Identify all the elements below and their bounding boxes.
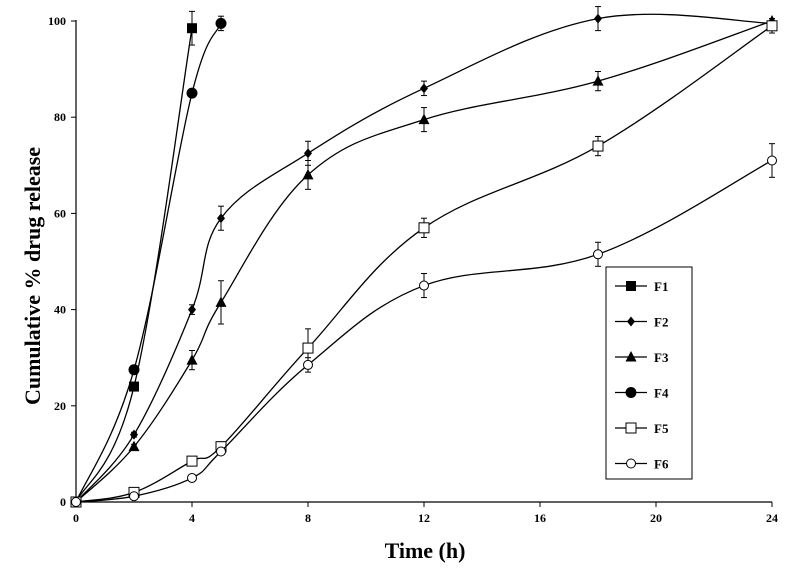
data-point-f3 [592, 75, 604, 86]
data-point-f6 [187, 472, 197, 483]
data-point-f2 [188, 304, 196, 315]
y-axis-title: Cumulative % drug release [20, 147, 45, 405]
series-line-f4 [75, 23, 222, 503]
series-layer [70, 6, 778, 508]
ticks: 0 4 8 12 16 20 24 0 20 40 60 80 100 [48, 14, 778, 525]
data-point-f1 [129, 381, 139, 392]
x-axis-title: Time (h) [385, 538, 466, 563]
legend-marker-f2 [627, 316, 635, 327]
data-point-f6 [71, 497, 81, 507]
data-point-f6 [593, 249, 603, 260]
y-tick-label: 0 [60, 495, 66, 509]
data-point-f6 [767, 155, 777, 166]
data-point-f4 [128, 364, 140, 376]
data-point-f2 [304, 148, 312, 159]
data-point-f5 [302, 342, 314, 354]
data-point-f3 [186, 354, 198, 365]
data-point-f3 [215, 296, 227, 307]
data-point-f4 [186, 87, 198, 99]
legend-label-f4: F4 [654, 386, 669, 401]
data-point-f4 [215, 17, 227, 29]
data-point-f2 [130, 429, 138, 440]
data-point-f5 [592, 140, 604, 152]
legend-label-f6: F6 [654, 457, 669, 472]
data-point-f6 [303, 359, 313, 370]
x-tick-label: 24 [766, 511, 778, 525]
legend-marker-f1 [626, 281, 636, 291]
legend-label-f5: F5 [654, 421, 669, 436]
y-tick-label: 80 [54, 110, 66, 124]
data-point-f6 [419, 280, 429, 291]
data-point-f5 [418, 222, 430, 234]
legend-marker-f3 [625, 351, 637, 362]
legend-marker-f5 [625, 422, 637, 434]
data-point-f5 [186, 455, 198, 467]
series-line-f6 [75, 159, 773, 503]
data-point-f5 [766, 20, 778, 32]
y-tick-label: 20 [54, 399, 66, 413]
series-line-f1 [75, 28, 193, 503]
y-tick-label: 100 [48, 14, 66, 28]
data-point-f3 [128, 440, 140, 452]
data-point-f3 [302, 168, 314, 180]
legend-marker-f6 [626, 458, 636, 469]
x-tick-label: 8 [305, 511, 311, 525]
data-point-f6 [129, 491, 139, 502]
data-point-f2 [217, 213, 225, 224]
x-tick-label: 20 [650, 511, 662, 525]
data-point-f6 [216, 446, 226, 457]
data-point-f3 [418, 113, 430, 125]
legend: F1 F2 F3 F4 F5 F6 [605, 266, 693, 480]
legend-marker-f4 [625, 387, 637, 398]
y-tick-label: 40 [54, 303, 66, 317]
series-f6 [71, 143, 777, 507]
legend-label-f1: F1 [654, 279, 668, 294]
data-point-f2 [420, 83, 428, 94]
x-tick-label: 0 [73, 511, 79, 525]
data-point-f2 [594, 13, 602, 24]
x-tick-label: 16 [534, 511, 546, 525]
y-tick-label: 60 [54, 206, 66, 220]
series-f4 [70, 15, 227, 508]
legend-label-f2: F2 [654, 315, 668, 330]
data-point-f1 [187, 23, 197, 34]
legend-box [605, 266, 693, 480]
x-tick-label: 4 [189, 511, 195, 525]
x-tick-label: 12 [418, 511, 430, 525]
legend-label-f3: F3 [654, 350, 669, 365]
